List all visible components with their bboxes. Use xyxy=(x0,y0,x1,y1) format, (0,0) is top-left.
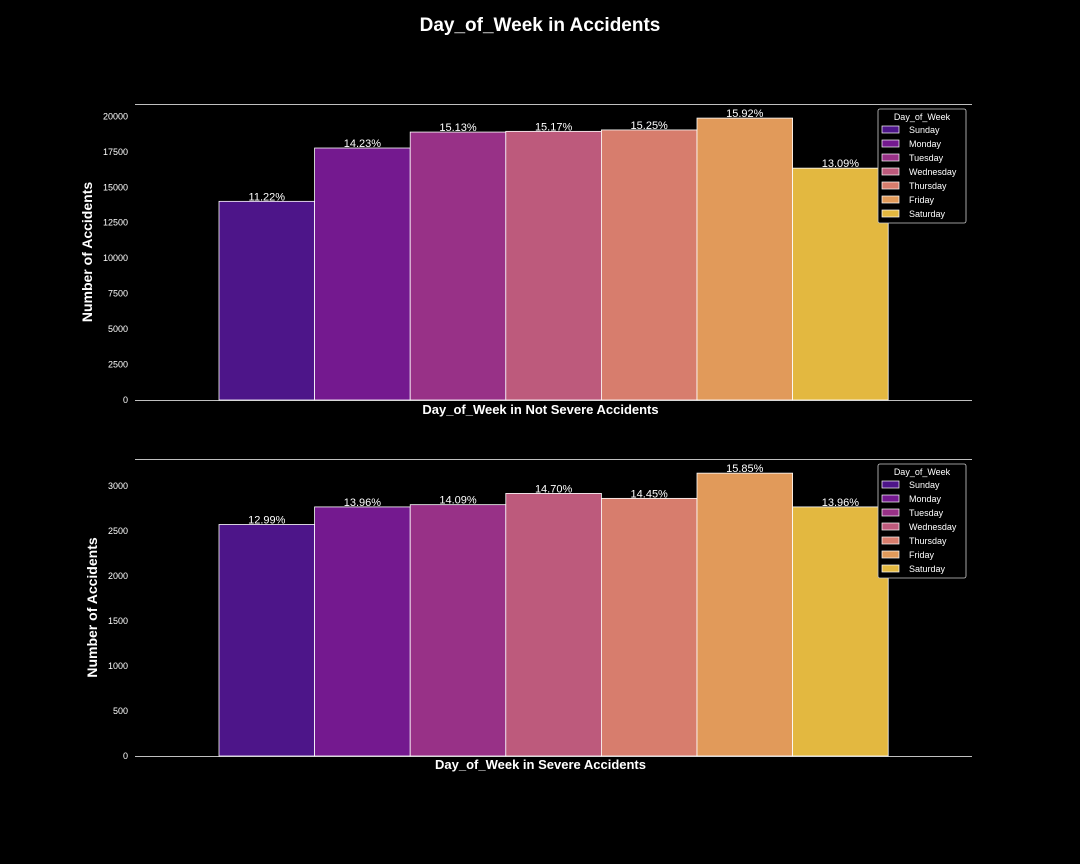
y-tick-label: 5000 xyxy=(108,324,128,334)
legend-entry-tuesday: Tuesday xyxy=(909,153,944,163)
legend-title: Day_of_Week xyxy=(894,467,951,477)
legend-entry-friday: Friday xyxy=(909,195,935,205)
bar-friday xyxy=(696,472,793,757)
y-tick-label: 17500 xyxy=(103,147,128,157)
bar-tuesday xyxy=(409,131,507,401)
y-tick-label: 1000 xyxy=(108,661,128,671)
legend-entry-sunday: Sunday xyxy=(909,480,940,490)
legend-swatch xyxy=(881,195,900,204)
legend-swatch xyxy=(881,508,900,517)
bar-thursday xyxy=(601,497,698,757)
bar-percent-label: 14.09% xyxy=(439,495,477,507)
y-tick-label: 2500 xyxy=(108,360,128,370)
legend-swatch xyxy=(881,536,900,545)
bar-wednesday xyxy=(505,130,602,401)
bar-monday xyxy=(314,147,411,401)
bar-percent-label: 15.92% xyxy=(726,108,764,120)
y-tick-label: 500 xyxy=(113,706,128,716)
bar-percent-label: 14.23% xyxy=(344,138,382,150)
chart-severe: 0 500 1000 1500 2000 2500 3000 12.99% 13.96% 14.0… xyxy=(84,459,972,772)
legend-entry-monday: Monday xyxy=(909,494,942,504)
bar-tuesday xyxy=(409,504,507,757)
legend-entry-thursday: Thursday xyxy=(909,536,947,546)
bar-thursday xyxy=(601,129,698,401)
legend-swatch xyxy=(881,564,900,573)
bar-percent-label: 13.96% xyxy=(822,497,860,509)
legend-entry-tuesday: Tuesday xyxy=(909,508,944,518)
y-tick-label: 0 xyxy=(123,751,128,761)
legend-swatch xyxy=(881,167,900,176)
y-axis-label: Number of Accidents xyxy=(84,537,100,677)
legend-entry-saturday: Saturday xyxy=(909,564,946,574)
bar-percent-label: 12.99% xyxy=(248,514,286,526)
y-tick-label: 15000 xyxy=(103,182,128,192)
legend-entry-monday: Monday xyxy=(909,139,942,149)
legend-swatch xyxy=(881,209,900,218)
legend-swatch xyxy=(881,139,900,148)
bar-saturday xyxy=(792,167,889,401)
legend-title: Day_of_Week xyxy=(894,112,951,122)
y-tick-label: 10000 xyxy=(103,253,128,263)
legend-entry-wednesday: Wednesday xyxy=(909,522,957,532)
y-axis-label: Number of Accidents xyxy=(79,182,95,322)
bar-percent-label: 13.09% xyxy=(822,158,860,170)
figure-title: Day_of_Week in Accidents xyxy=(420,15,661,36)
bar-percent-label: 15.85% xyxy=(726,463,764,475)
y-tick-label: 3000 xyxy=(108,481,128,491)
y-tick-label: 1500 xyxy=(108,616,128,626)
bar-monday xyxy=(314,506,411,757)
legend-entry-friday: Friday xyxy=(909,550,935,560)
bar-percent-label: 11.22% xyxy=(249,191,286,203)
chart-not-severe: 0 2500 5000 7500 10000 12500 15000 17500 20000 11… xyxy=(79,104,972,417)
bar-percent-label: 15.25% xyxy=(631,120,669,132)
y-tick-label: 0 xyxy=(123,395,128,405)
bar-sunday xyxy=(218,200,315,401)
y-tick-label: 7500 xyxy=(108,289,128,299)
legend-swatch xyxy=(881,153,900,162)
bar-wednesday xyxy=(505,493,602,757)
legend-swatch xyxy=(881,494,900,503)
y-tick-label: 2500 xyxy=(108,526,128,536)
legend-swatch xyxy=(881,181,900,190)
y-tick-label: 12500 xyxy=(103,218,128,228)
bar-saturday xyxy=(792,506,889,757)
legend-frame xyxy=(877,463,967,579)
legend-entry-saturday: Saturday xyxy=(909,209,946,219)
bar-sunday xyxy=(218,524,315,757)
legend: Day_of_Week Sunday Monday Tuesday Wednesday T… xyxy=(877,108,967,224)
bar-percent-label: 15.17% xyxy=(535,121,573,133)
legend: Day_of_Week Sunday Monday Tuesday Wednesday T… xyxy=(877,463,967,579)
bar-percent-label: 14.45% xyxy=(631,488,669,500)
legend-swatch xyxy=(881,480,900,489)
legend-swatch xyxy=(881,522,900,531)
bar-friday xyxy=(696,117,793,401)
bar-percent-label: 14.70% xyxy=(535,483,573,495)
bar-percent-label: 15.13% xyxy=(439,122,477,134)
legend-entry-thursday: Thursday xyxy=(909,181,947,191)
legend-swatch xyxy=(881,550,900,559)
x-axis-label: Day_of_Week in Severe Accidents xyxy=(435,757,646,772)
y-tick-label: 20000 xyxy=(103,111,128,121)
legend-swatch xyxy=(881,125,900,134)
y-tick-label: 2000 xyxy=(108,571,128,581)
legend-entry-sunday: Sunday xyxy=(909,125,940,135)
bar-percent-label: 13.96% xyxy=(344,497,382,509)
legend-frame xyxy=(877,108,967,224)
x-axis-label: Day_of_Week in Not Severe Accidents xyxy=(422,402,658,417)
legend-entry-wednesday: Wednesday xyxy=(909,167,957,177)
